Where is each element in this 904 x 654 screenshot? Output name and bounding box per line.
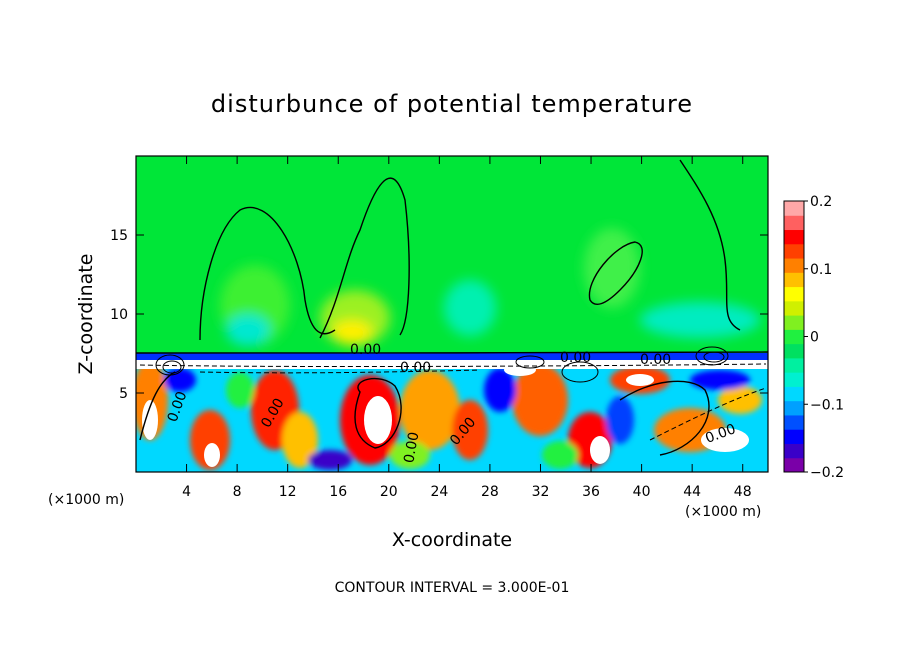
- contour-line: [588, 241, 643, 306]
- y-tick-label: 5: [119, 386, 128, 402]
- x-axis-label: X-coordinate: [392, 529, 512, 551]
- x-tick-label: 48: [734, 484, 752, 500]
- x-tick-label: 40: [633, 484, 651, 500]
- x-tick-label: 8: [233, 484, 242, 500]
- colorbar-tick-label: −0.1: [810, 397, 844, 413]
- contour-line-dashed: [199, 369, 481, 374]
- contour-line: [199, 207, 336, 341]
- chart-title: disturbunce of potential temperature: [211, 90, 693, 118]
- colorbar-segment: [784, 243, 804, 259]
- contour-line: [679, 159, 741, 331]
- x-axis: 4 8 12 16 20 24 28 32 36 40 44 48: [182, 156, 752, 500]
- y-axis-label: Z-coordinate: [75, 254, 97, 375]
- colorbar-segment: [784, 357, 804, 373]
- contour-line: [136, 351, 768, 354]
- colorbar-segment: [784, 329, 804, 345]
- x-unit-label-left: (×1000 m): [48, 492, 124, 508]
- colorbar-segment: [784, 457, 804, 473]
- contour-label: 0.00: [350, 342, 381, 358]
- inversion-white-band: [136, 360, 768, 369]
- upper-cool-3: [640, 302, 760, 338]
- y-tick-label: 10: [110, 307, 128, 323]
- colorbar: [784, 201, 804, 473]
- x-tick-label: 4: [182, 484, 191, 500]
- colorbar-ticks: 0.2 0.1 0 −0.1 −0.2: [804, 194, 844, 481]
- contour-label: 0.00: [400, 360, 431, 376]
- colorbar-segment: [784, 400, 804, 416]
- contour-interval-note: CONTOUR INTERVAL = 3.000E-01: [335, 580, 570, 596]
- colorbar-segment: [784, 201, 804, 216]
- upper-plume-3: [332, 320, 372, 344]
- contour-line: [619, 380, 710, 456]
- contour-line: [319, 177, 410, 339]
- contour-line-dashed: [139, 363, 767, 368]
- contour-label: 0.00: [401, 431, 422, 464]
- colorbar-tick-label: 0.2: [810, 194, 832, 210]
- y-axis: 5 10 15: [110, 228, 768, 402]
- colorbar-segment: [784, 429, 804, 444]
- upper-cool-2: [226, 314, 270, 346]
- x-tick-label: 44: [683, 484, 701, 500]
- x-unit-label-right: (×1000 m): [685, 504, 761, 520]
- x-tick-label: 12: [279, 484, 297, 500]
- colorbar-segment: [784, 215, 804, 231]
- upper-cool-1: [444, 280, 496, 336]
- colorbar-tick-label: 0.1: [810, 262, 832, 278]
- colorbar-segment: [784, 229, 804, 245]
- x-tick-label: 16: [329, 484, 347, 500]
- upper-cool-4: [584, 228, 640, 308]
- colorbar-segment: [784, 315, 804, 330]
- x-tick-label: 32: [532, 484, 550, 500]
- x-tick-label: 36: [582, 484, 600, 500]
- colorbar-segment: [784, 443, 804, 459]
- colorbar-segment: [784, 272, 804, 288]
- contour-label: 0.00: [560, 350, 591, 366]
- contour-label: 0.00: [640, 352, 671, 368]
- y-tick-label: 15: [110, 228, 128, 244]
- plot-area: 0.00 0.00 0.00 0.00 0.00 0.00 0.00 0.00 …: [136, 156, 768, 472]
- colorbar-segment: [784, 414, 804, 430]
- colorbar-tick-label: −0.2: [810, 465, 844, 481]
- x-tick-label: 28: [481, 484, 499, 500]
- colorbar-segment: [784, 286, 804, 302]
- colorbar-segment: [784, 372, 804, 387]
- colorbar-segment: [784, 300, 804, 316]
- contour-line-dashed: [649, 387, 767, 441]
- x-tick-label: 24: [430, 484, 448, 500]
- x-tick-label: 20: [380, 484, 398, 500]
- colorbar-segment: [784, 258, 804, 273]
- colorbar-segment: [784, 343, 804, 359]
- colorbar-segment: [784, 386, 804, 402]
- contour-line: [354, 377, 402, 449]
- inversion-blue-band: [136, 353, 768, 360]
- colorbar-tick-label: 0: [810, 330, 819, 346]
